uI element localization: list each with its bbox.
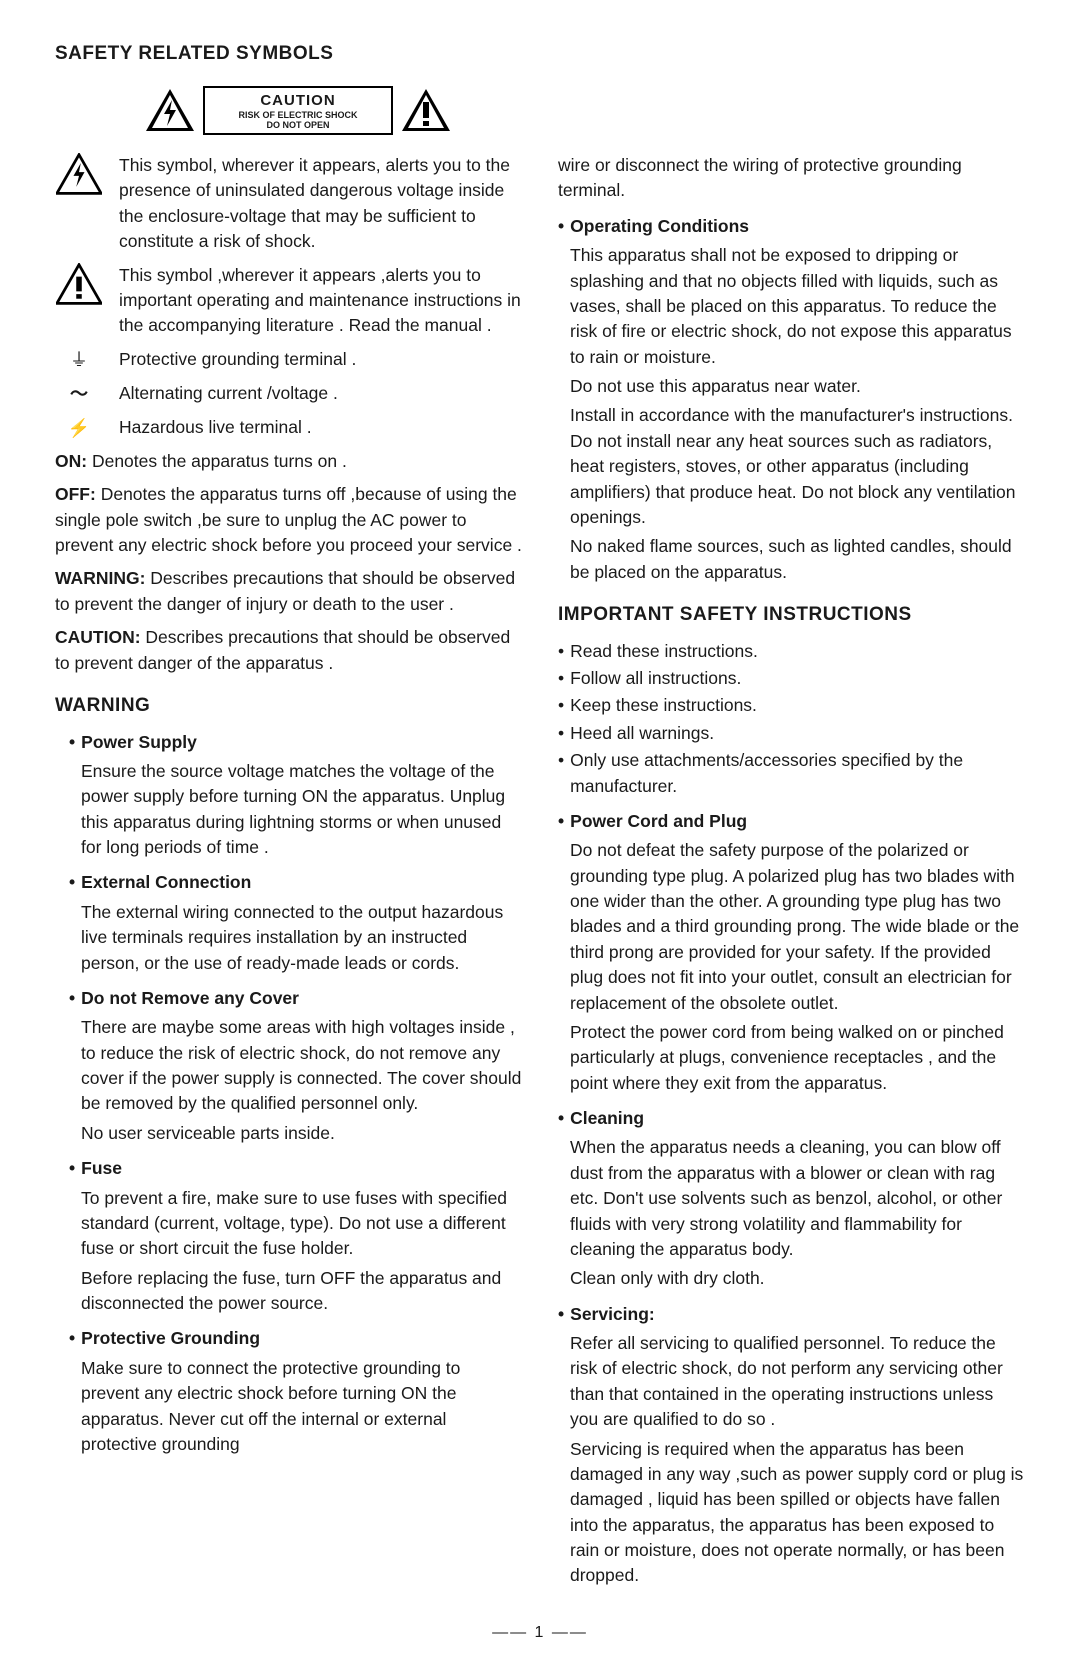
caution-label: CAUTION RISK OF ELECTRIC SHOCK DO NOT OP…	[145, 86, 1025, 136]
isi-item: Keep these instructions.	[558, 693, 1025, 718]
ground-icon: ⏚	[55, 347, 103, 373]
cleaning-b1: When the apparatus needs a cleaning, you…	[570, 1135, 1025, 1262]
no-cover-body1: There are maybe some areas with high vol…	[81, 1015, 522, 1117]
ext-conn-heading: External Connection	[69, 870, 522, 895]
hazard-icon: ⚡	[55, 415, 103, 441]
power-supply-heading: Power Supply	[69, 730, 522, 755]
isi-item: Heed all warnings.	[558, 721, 1025, 746]
ac-desc: Alternating current /voltage .	[119, 381, 522, 407]
off-def: OFF: Denotes the apparatus turns off ,be…	[55, 482, 522, 558]
page-title: SAFETY RELATED SYMBOLS	[55, 40, 1025, 68]
caution-title: CAUTION	[211, 90, 385, 112]
op-cond-b1: This apparatus shall not be exposed to d…	[570, 243, 1025, 370]
ac-icon: 〜	[55, 381, 103, 407]
manual-desc: This symbol ,wherever it appears ,alerts…	[119, 263, 522, 339]
manual-icon	[55, 263, 103, 339]
warning-triangle-icon	[401, 88, 451, 132]
op-cond-b4: No naked flame sources, such as lighted …	[570, 534, 1025, 585]
isi-item: Follow all instructions.	[558, 666, 1025, 691]
fuse-body1: To prevent a fire, make sure to use fuse…	[81, 1186, 522, 1262]
grounding-cont: wire or disconnect the wiring of protect…	[558, 153, 1025, 204]
grounding-heading: Protective Grounding	[69, 1326, 522, 1351]
caution-sub2: DO NOT OPEN	[211, 121, 385, 131]
left-column: This symbol, wherever it appears, alerts…	[55, 153, 522, 1593]
shock-triangle-icon	[145, 88, 195, 132]
shock-desc: This symbol, wherever it appears, alerts…	[119, 153, 522, 255]
right-column: wire or disconnect the wiring of protect…	[558, 153, 1025, 1593]
caution-box: CAUTION RISK OF ELECTRIC SHOCK DO NOT OP…	[203, 86, 393, 136]
grounding-body: Make sure to connect the protective grou…	[81, 1356, 522, 1458]
servicing-b2: Servicing is required when the apparatus…	[570, 1437, 1025, 1589]
warning-heading: WARNING	[55, 692, 522, 720]
on-def: ON: Denotes the apparatus turns on .	[55, 449, 522, 474]
power-cord-b2: Protect the power cord from being walked…	[570, 1020, 1025, 1096]
servicing-b1: Refer all servicing to qualified personn…	[570, 1331, 1025, 1433]
hazard-desc: Hazardous live terminal .	[119, 415, 522, 441]
fuse-heading: Fuse	[69, 1156, 522, 1181]
warning-def: WARNING: Describes precautions that shou…	[55, 566, 522, 617]
no-cover-body2: No user serviceable parts inside.	[81, 1121, 522, 1146]
no-cover-heading: Do not Remove any Cover	[69, 986, 522, 1011]
shock-icon	[55, 153, 103, 255]
cleaning-b2: Clean only with dry cloth.	[570, 1266, 1025, 1291]
fuse-body2: Before replacing the fuse, turn OFF the …	[81, 1266, 522, 1317]
op-cond-b3: Install in accordance with the manufactu…	[570, 403, 1025, 530]
caution-def: CAUTION: Describes precautions that shou…	[55, 625, 522, 676]
op-cond-b2: Do not use this apparatus near water.	[570, 374, 1025, 399]
op-cond-heading: Operating Conditions	[558, 214, 1025, 239]
servicing-heading: Servicing:	[558, 1302, 1025, 1327]
ground-desc: Protective grounding terminal .	[119, 347, 522, 373]
page-number: 1	[55, 1621, 1025, 1644]
cleaning-heading: Cleaning	[558, 1106, 1025, 1131]
ext-conn-body: The external wiring connected to the out…	[81, 900, 522, 976]
power-cord-b1: Do not defeat the safety purpose of the …	[570, 838, 1025, 1016]
isi-item: Read these instructions.	[558, 639, 1025, 664]
power-cord-heading: Power Cord and Plug	[558, 809, 1025, 834]
isi-item: Only use attachments/accessories specifi…	[558, 748, 1025, 799]
isi-heading: IMPORTANT SAFETY INSTRUCTIONS	[558, 601, 1025, 629]
power-supply-body: Ensure the source voltage matches the vo…	[81, 759, 522, 861]
